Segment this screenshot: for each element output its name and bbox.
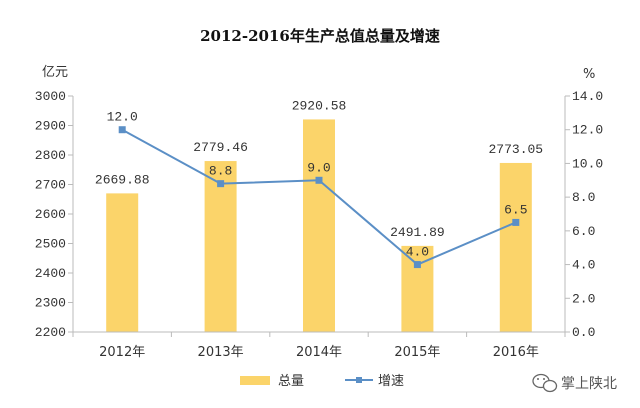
left-tick-label-2: 2400 (35, 266, 66, 281)
legend-label-line: 增速 (378, 374, 404, 389)
growth-value-label-3: 4.0 (406, 245, 429, 260)
category-label-3: 2015年 (394, 345, 440, 360)
right-tick-label-7: 14.0 (572, 89, 603, 104)
growth-marker-2 (315, 176, 323, 184)
bar-1 (204, 161, 237, 332)
wechat-icon (532, 373, 558, 393)
bar-2 (303, 119, 335, 333)
bar-value-label-0: 2669.88 (95, 172, 150, 187)
left-tick-label-3: 2500 (35, 237, 66, 252)
bar-value-label-3: 2491.89 (390, 225, 445, 240)
growth-value-label-4: 6.5 (504, 202, 527, 217)
bar-value-label-1: 2779.46 (193, 140, 248, 155)
category-label-0: 2012年 (99, 345, 145, 360)
growth-value-label-0: 12.0 (107, 110, 138, 125)
left-tick-label-7: 2900 (35, 119, 66, 134)
ticks-layer: 2200 2300 2400 2500 2600 2700 2800 2900 3000 0.0 2… (35, 89, 603, 360)
bar-0 (106, 193, 139, 332)
labels-layer: 2669.88 2779.46 2920.58 2491.89 2773.05 12.0 8… (95, 98, 543, 259)
bar-value-label-4: 2773.05 (488, 142, 543, 157)
chart-title: 2012-2016年生产总值总量及增速 (200, 27, 440, 45)
left-tick-label-6: 2800 (35, 148, 66, 163)
category-label-1: 2013年 (198, 345, 244, 360)
legend-label-bar: 总量 (278, 374, 304, 389)
right-tick-label-1: 2.0 (572, 291, 595, 306)
right-tick-label-6: 12.0 (572, 123, 603, 138)
right-axis-unit: % (583, 67, 595, 82)
growth-marker-3 (413, 261, 421, 269)
growth-marker-1 (217, 180, 225, 188)
right-tick-label-2: 4.0 (572, 258, 595, 273)
left-tick-label-5: 2700 (35, 178, 66, 193)
right-tick-label-4: 8.0 (572, 190, 595, 205)
left-tick-label-4: 2600 (35, 207, 66, 222)
legend: 总量 增速 (240, 374, 404, 389)
right-tick-label-5: 10.0 (572, 156, 603, 171)
left-tick-label-1: 2300 (35, 296, 66, 311)
watermark: 掌上陕北 (532, 373, 617, 393)
bar-4 (499, 162, 532, 332)
growth-marker-4 (512, 218, 520, 226)
right-tick-label-3: 6.0 (572, 224, 595, 239)
bar-value-label-2: 2920.58 (292, 98, 347, 113)
left-axis-unit: 亿元 (42, 65, 68, 80)
right-tick-label-0: 0.0 (572, 325, 595, 340)
legend-swatch-marker (356, 377, 362, 383)
left-tick-label-8: 3000 (35, 89, 66, 104)
left-tick-label-0: 2200 (35, 325, 66, 340)
category-label-4: 2016年 (493, 345, 539, 360)
growth-value-label-1: 8.8 (209, 164, 232, 179)
line-layer (118, 126, 520, 269)
growth-value-label-2: 9.0 (307, 160, 330, 175)
category-label-2: 2014年 (296, 345, 342, 360)
growth-marker-0 (118, 126, 126, 134)
legend-swatch-bar (240, 376, 270, 385)
bars-layer (106, 119, 532, 333)
watermark-text: 掌上陕北 (561, 376, 617, 392)
